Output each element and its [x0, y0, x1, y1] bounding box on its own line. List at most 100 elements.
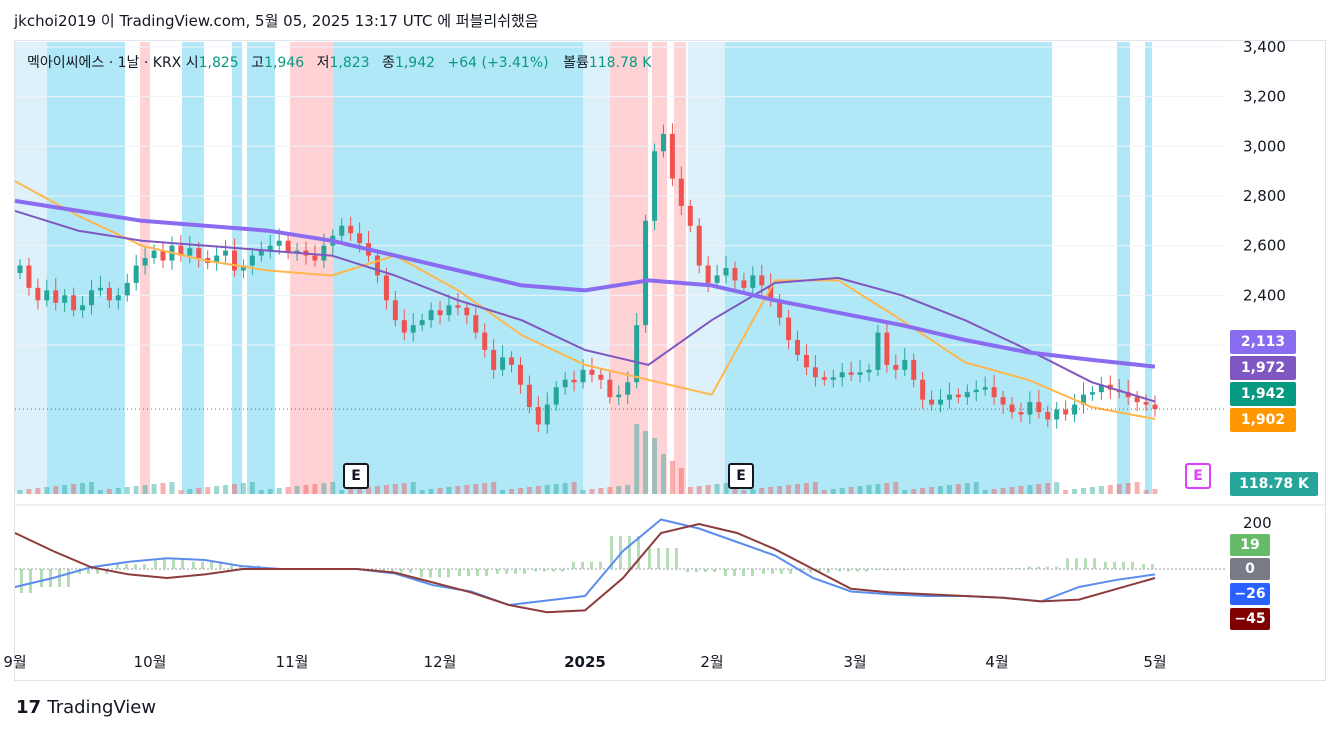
- candle-body: [544, 404, 550, 425]
- volume-bar: [634, 424, 640, 494]
- candle-body: [285, 240, 291, 254]
- volume-bar: [44, 487, 50, 494]
- candle-body: [258, 250, 264, 256]
- volume-bar: [1125, 483, 1131, 494]
- histogram-bar: [534, 569, 537, 572]
- histogram-bar: [1008, 567, 1011, 569]
- volume-bar: [437, 488, 443, 494]
- regime-band-6: [290, 42, 333, 494]
- histogram-bar: [751, 569, 754, 577]
- candle-body: [249, 255, 255, 266]
- earnings-badge-1[interactable]: E: [343, 463, 369, 489]
- volume-bar: [607, 487, 613, 494]
- y-tick-label: 3,400: [1243, 38, 1286, 56]
- candle-body: [598, 374, 604, 380]
- candle-body: [812, 367, 818, 378]
- histogram-bar: [163, 559, 166, 569]
- candle-body: [857, 372, 863, 375]
- volume-bar: [142, 485, 148, 494]
- candle-body: [821, 377, 827, 380]
- y-tick-label: 3,000: [1243, 137, 1286, 155]
- volume-bar: [786, 485, 792, 494]
- histogram-bar: [742, 569, 745, 577]
- earnings-badge-future[interactable]: E: [1185, 463, 1211, 489]
- histogram-bar: [467, 569, 470, 577]
- macd-tag: −26: [1230, 583, 1270, 605]
- volume-bar: [240, 483, 246, 494]
- candle-body: [1081, 394, 1087, 405]
- histogram-bar: [505, 569, 508, 574]
- histogram-bar: [29, 569, 32, 593]
- candle-body: [929, 399, 935, 405]
- tradingview-logo[interactable]: 𝟭𝟳 TradingView: [16, 697, 156, 718]
- candle-body: [669, 133, 675, 179]
- legend-low-label: 저: [316, 55, 330, 71]
- histogram-bar: [96, 569, 99, 574]
- earnings-badge-2[interactable]: E: [728, 463, 754, 489]
- histogram-bar: [105, 569, 108, 574]
- candle-body: [875, 332, 881, 370]
- histogram-bar: [1075, 558, 1078, 569]
- candle-body: [893, 364, 899, 370]
- histogram-bar: [543, 569, 546, 572]
- volume-bar: [285, 487, 291, 494]
- histogram-bar: [590, 561, 593, 569]
- macd-line: [14, 518, 1156, 607]
- volume-bar: [669, 461, 675, 494]
- candle-body: [607, 379, 613, 398]
- candle-body: [750, 275, 756, 288]
- legend-close-label: 종: [382, 55, 395, 71]
- volume-bar: [35, 488, 41, 494]
- histogram-bar: [1046, 566, 1049, 569]
- candle-body: [911, 359, 917, 380]
- candle-body: [973, 389, 979, 393]
- histogram-bar: [143, 564, 146, 569]
- candle-body: [830, 377, 836, 380]
- histogram-bar: [181, 559, 184, 569]
- candle-body: [124, 282, 130, 296]
- volume-bar: [1000, 488, 1006, 494]
- histogram-bar: [1037, 566, 1040, 569]
- candle-body: [643, 220, 649, 326]
- volume-bar: [812, 482, 818, 494]
- candle-body: [982, 387, 988, 390]
- legend-open: 1,825: [198, 55, 239, 71]
- candle-body: [151, 250, 157, 259]
- histogram-bar: [210, 561, 213, 569]
- volume-bar: [312, 484, 318, 494]
- candle-body: [777, 300, 783, 318]
- candle-body: [1018, 412, 1024, 415]
- ma-mid-price-tag: 1,972: [1230, 356, 1296, 380]
- volume-bar: [982, 490, 988, 494]
- volume-bar: [71, 484, 77, 494]
- histogram-bar: [856, 569, 859, 572]
- volume-bar: [446, 487, 452, 494]
- volume-bar: [88, 482, 94, 494]
- legend-symbol[interactable]: 멕아이씨에스 · 1날 · KRX: [27, 55, 182, 71]
- histogram-bar: [827, 569, 830, 573]
- volume-bar: [884, 483, 890, 494]
- chart-canvas[interactable]: 3,4003,2003,0002,8002,6002,4002,2009월10월…: [0, 0, 1341, 690]
- volume-bar: [160, 483, 166, 494]
- histogram-bar: [561, 569, 564, 572]
- candle-body: [580, 369, 586, 383]
- candle-body: [455, 305, 461, 308]
- volume-bar: [491, 482, 497, 494]
- candle-body: [106, 287, 112, 301]
- histogram-bar: [1028, 566, 1031, 569]
- x-tick-label: 2월: [700, 653, 723, 671]
- volume-bar: [294, 486, 300, 494]
- volume-bar: [330, 482, 336, 494]
- volume-bar: [768, 487, 774, 494]
- volume-bar: [357, 488, 363, 494]
- histogram-bar: [67, 569, 70, 587]
- candle-body: [187, 248, 193, 256]
- volume-bar: [401, 483, 407, 494]
- volume-bar: [62, 485, 68, 494]
- candle-body: [80, 305, 86, 311]
- candle-body: [1054, 409, 1060, 420]
- candle-body: [312, 255, 318, 261]
- volume-bar: [419, 490, 425, 494]
- regime-band-7: [333, 42, 583, 494]
- candle-body: [946, 394, 952, 400]
